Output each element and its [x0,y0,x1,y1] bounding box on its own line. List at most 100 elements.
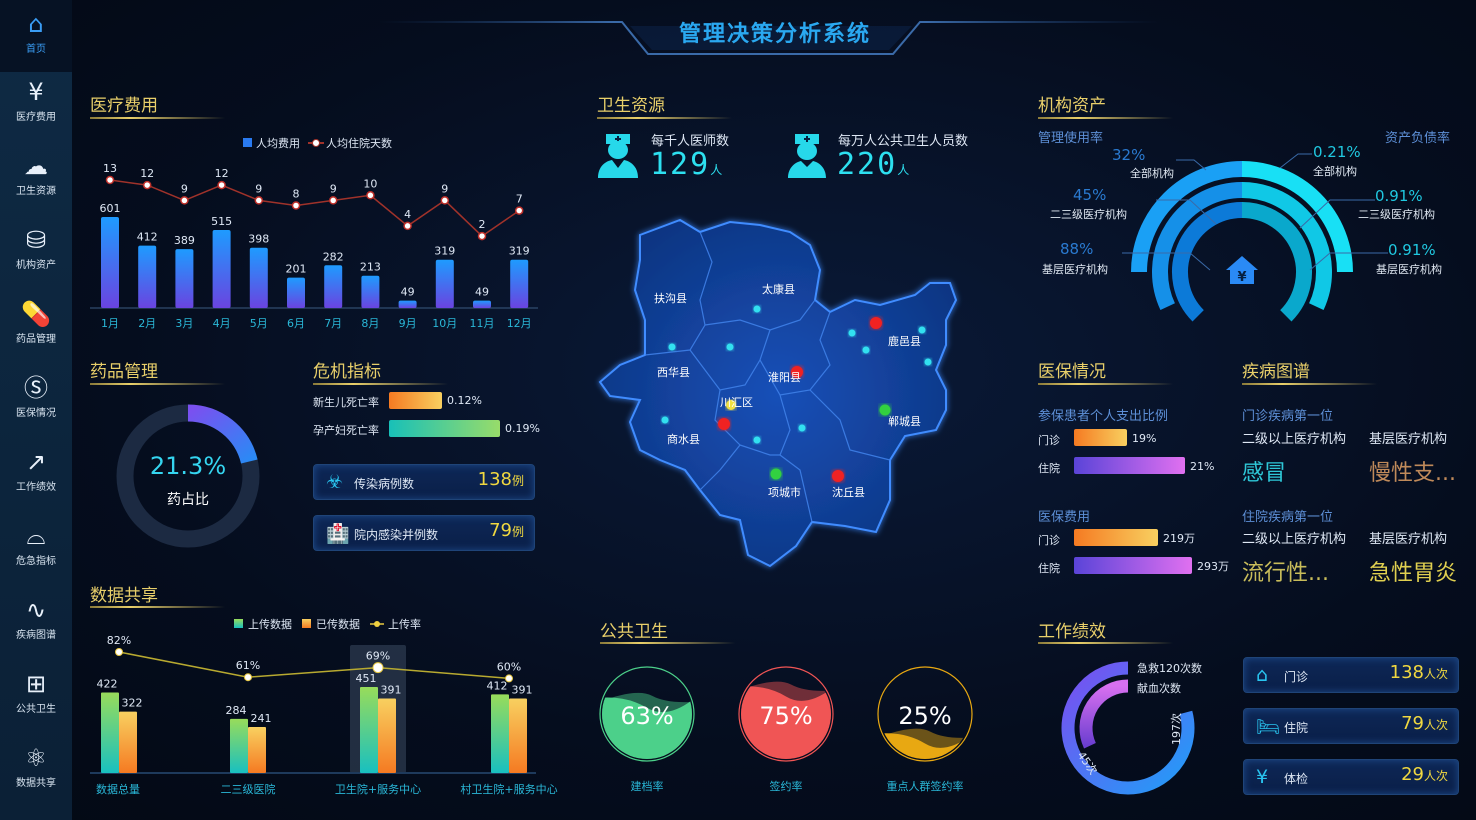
alarm-bell-icon: ⌓ [26,522,46,550]
bar-value-label: 284 [226,704,247,717]
ratio-title: 参保患者个人支出比例 [1038,409,1169,424]
bar-value-label: 49 [401,286,415,299]
line-point [366,191,375,200]
title-underline [600,642,735,644]
legend-label: 上传数据 [248,617,292,631]
header-frame [380,21,1160,55]
bar-value-label: 451 [356,672,377,685]
column-label: 基层医疗机构 [1369,432,1448,447]
sidebar-item-4[interactable]: 💊 药品管理 [0,300,72,345]
medical-cost-chart: 人均费用 人均住院天数6011月4122月3893月5154月3985月2016月… [90,136,538,330]
map-region-label[interactable]: 扶沟县 [654,292,687,305]
map-markers [661,305,932,482]
bar-value-label: 201 [286,263,307,276]
x-tick-label: 数据总量 [96,782,140,796]
map-marker-cyan [753,436,761,444]
legend-line-marker [312,139,320,147]
sidebar-item-9[interactable]: ⊞ 公共卫生 [0,670,72,715]
debt-arc [1241,202,1312,322]
sidebar-item-7[interactable]: ⌓ 危急指标 [0,522,72,567]
bar-value-label: 241 [251,712,272,725]
map-marker-red [832,470,844,482]
infectious-cases-card[interactable]: ☣ 传染病例数 138例 [313,464,535,500]
usage-rate-title: 管理使用率 [1038,131,1104,146]
map-region-label[interactable]: 郸城县 [888,415,921,428]
card-value: 79人次 [1401,713,1448,734]
drug-ratio-value: 21.3% [149,452,227,480]
legend-bar-swatch [243,138,252,147]
map-region-label[interactable]: 川汇区 [720,396,753,409]
emergency-arc [1061,661,1195,795]
sidebar-item-5[interactable]: Ⓢ 医保情况 [0,374,72,419]
x-tick-label: 5月 [250,317,268,330]
sidebar-item-2[interactable]: ☁ 卫生资源 [0,152,72,197]
performance-title: 工作绩效 [1038,622,1106,642]
usage-arc [1131,161,1243,273]
performance-card-0[interactable]: ⌂ 门诊 138人次 [1243,657,1459,693]
debt-arc [1241,161,1353,273]
bar-value-label: 422 [97,678,118,691]
disease-value: 流行性... [1242,561,1329,586]
sidebar-item-3[interactable]: ⛁ 机构资产 [0,226,72,271]
checkup-icon: ¥ [1256,766,1269,788]
bar [248,727,266,773]
performance-ring [1061,661,1195,795]
map-marker-cyan [918,326,926,334]
stat-value: 129人 [650,147,723,182]
performance-card-2[interactable]: ¥ 体检 29人次 [1243,759,1459,795]
gauge-ring [599,666,695,762]
line-value-label: 10 [363,177,377,190]
map-region-label[interactable]: 太康县 [762,283,795,296]
map-region-label[interactable]: 沈丘县 [832,486,865,499]
card-label: 传染病例数 [354,477,415,491]
sidebar-item-6[interactable]: ↗ 工作绩效 [0,448,72,493]
sidebar-item-8[interactable]: ∿ 疾病图谱 [0,596,72,641]
region-map[interactable] [590,200,970,580]
map-region-label[interactable]: 鹿邑县 [888,335,921,348]
title-underline [1038,117,1173,119]
row-label: 门诊 [1038,534,1060,547]
x-tick-label: 7月 [324,317,342,330]
card-label: 院内感染并例数 [354,528,439,542]
performance-card-1[interactable]: 🛏 住院 79人次 [1243,708,1459,744]
sidebar-item-10[interactable]: ⚛ 数据共享 [0,744,72,789]
disease-value: 慢性支... [1369,461,1456,486]
trend-chart-icon: ↗ [25,448,47,476]
sidebar-item-0[interactable]: ⌂ 首页 [0,0,72,72]
rate-value-label: 60% [497,660,521,673]
sidebar-item-label: 机构资产 [16,260,56,271]
map-marker-cyan [798,424,806,432]
sidebar-item-label: 医保情况 [16,408,56,419]
bar-value-label: 322 [122,697,143,710]
map-region-label[interactable]: 淮阳县 [768,371,801,384]
hospital-infection-card[interactable]: 🏥 院内感染并例数 79例 [313,515,535,551]
bar-value-label: 282 [323,250,344,263]
disease-value: 感冒 [1242,461,1287,486]
rate-point [244,673,252,682]
legend-line-marker [374,621,380,627]
line-point [514,206,524,215]
sidebar-item-1[interactable]: ¥ 医疗费用 [0,78,72,123]
map-region-label[interactable]: 商水县 [667,433,700,446]
column-label: 二级以上医疗机构 [1242,532,1347,547]
line-value-label: 4 [404,208,411,221]
map-region-label[interactable]: 西华县 [657,366,690,379]
map-region-label[interactable]: 项城市 [768,486,801,499]
assets-title: 机构资产 [1038,96,1106,116]
bar [324,265,343,308]
line-value-label: 12 [215,167,229,180]
medical-kit-icon: ⊞ [25,670,47,698]
map-marker-red [718,418,730,430]
rate-value-label: 69% [366,650,390,663]
leader-line [1122,252,1211,271]
bar [509,698,527,773]
line-point [477,231,487,241]
inpatient-disease-title: 住院疾病第一位 [1242,510,1334,525]
page-title: 管理决策分析系统 [678,22,871,47]
line-point [217,180,226,190]
insurance-title: 医保情况 [1038,362,1106,382]
usage-label: 二三级医疗机构 [1050,208,1127,221]
gauge-label: 建档率 [630,780,664,793]
map-marker-green [879,404,891,416]
debt-label: 二三级医疗机构 [1358,208,1435,221]
